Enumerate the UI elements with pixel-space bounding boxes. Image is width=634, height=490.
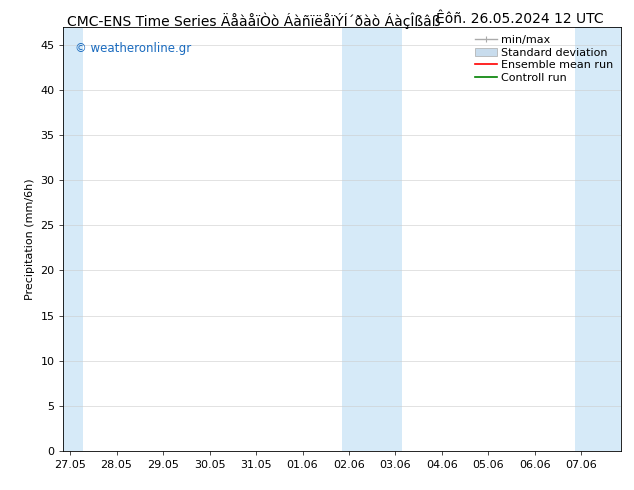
Y-axis label: Precipitation (mm/6h): Precipitation (mm/6h) [25,178,35,300]
Text: CMC-ENS Time Series ÄåàåïÒò ÁàñïëåïÝÍ´ðàò ÁàçÎßâß: CMC-ENS Time Series ÄåàåïÒò ÁàñïëåïÝÍ´ðà… [67,12,441,29]
Bar [63,27,83,451]
Legend: min/max, Standard deviation, Ensemble mean run, Controll run: min/max, Standard deviation, Ensemble me… [472,32,616,85]
Bar [575,27,621,451]
Text: © weatheronline.gr: © weatheronline.gr [75,42,191,55]
Text: Êôñ. 26.05.2024 12 UTC: Êôñ. 26.05.2024 12 UTC [436,12,604,26]
Bar [342,27,402,451]
